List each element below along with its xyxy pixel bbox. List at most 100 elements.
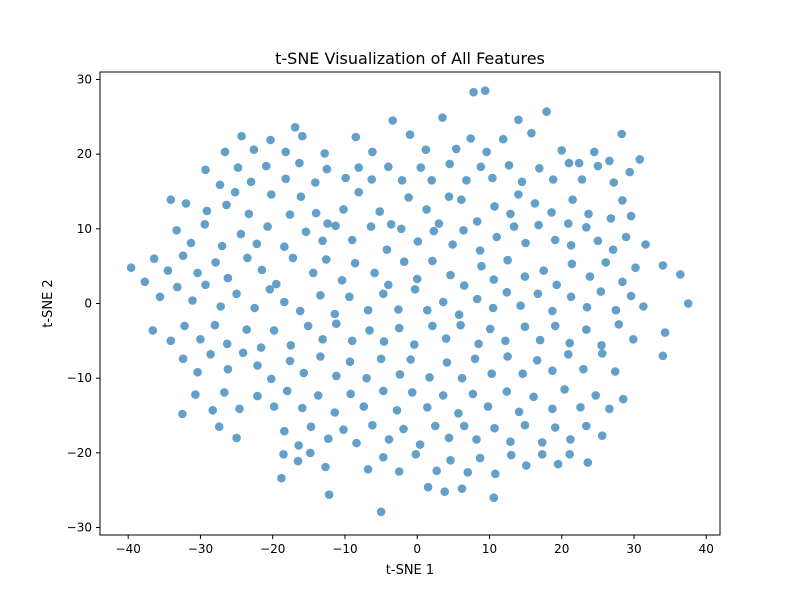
- scatter-point: [506, 437, 515, 447]
- scatter-point: [660, 328, 670, 337]
- scatter-point: [347, 235, 357, 245]
- scatter-point: [490, 202, 499, 211]
- scatter-point: [626, 211, 636, 221]
- scatter-point: [257, 265, 267, 275]
- scatter-point: [246, 177, 256, 187]
- scatter-point: [483, 402, 493, 411]
- scatter-point: [210, 320, 220, 330]
- scatter-point: [550, 321, 560, 331]
- scatter-point: [585, 272, 595, 281]
- scatter-point: [322, 164, 332, 174]
- scatter-point: [324, 490, 334, 500]
- scatter-point: [178, 409, 187, 419]
- scatter-point: [242, 325, 251, 334]
- scatter-point: [518, 369, 527, 379]
- scatter-point: [428, 321, 437, 331]
- scatter-point: [457, 195, 466, 204]
- x-axis-label: t-SNE 1: [386, 563, 434, 578]
- scatter-point: [178, 354, 188, 364]
- scatter-point: [196, 335, 205, 344]
- scatter-point: [441, 334, 451, 343]
- scatter-point: [610, 367, 620, 376]
- scatter-point: [220, 388, 229, 397]
- scatter-point: [321, 255, 331, 264]
- scatter-point: [618, 277, 627, 287]
- scatter-point: [330, 408, 340, 417]
- scatter-point: [605, 404, 614, 414]
- scatter-point: [423, 403, 432, 412]
- scatter-point: [370, 268, 379, 278]
- scatter-point: [404, 193, 413, 202]
- scatter-point: [155, 292, 165, 302]
- scatter-point: [230, 187, 240, 197]
- scatter-point: [459, 226, 468, 235]
- scatter-point: [281, 147, 291, 157]
- scatter-point: [472, 435, 481, 444]
- scatter-point: [597, 431, 607, 441]
- scatter-point: [375, 207, 385, 216]
- scatter-point: [392, 406, 402, 415]
- scatter-point: [567, 259, 577, 269]
- scatter-point: [323, 219, 332, 228]
- scatter-point: [509, 222, 519, 231]
- scatter-point: [564, 158, 574, 168]
- scatter-point: [548, 366, 557, 376]
- scatter-point: [582, 302, 592, 312]
- scatter-point: [550, 423, 560, 432]
- scatter-point: [444, 192, 454, 201]
- scatter-point: [440, 487, 450, 497]
- scatter-point: [428, 256, 437, 266]
- scatter-point: [352, 438, 361, 448]
- scatter-point: [354, 187, 364, 197]
- scatter-point: [272, 279, 281, 289]
- scatter-point: [472, 294, 482, 304]
- scatter-point: [593, 161, 603, 171]
- scatter-point: [553, 459, 563, 469]
- scatter-point: [520, 272, 530, 281]
- scatter-point: [379, 289, 388, 299]
- scatter-point: [582, 223, 591, 232]
- scatter-point: [597, 341, 606, 350]
- scatter-point: [243, 253, 252, 263]
- scatter-point: [506, 209, 515, 219]
- scatter-point: [298, 403, 307, 413]
- scatter-point: [498, 134, 508, 144]
- scatter-point: [331, 221, 340, 231]
- y-tick-label: 10: [77, 222, 92, 236]
- y-tick-label: 20: [77, 147, 92, 161]
- scatter-point: [552, 280, 561, 290]
- scatter-point: [492, 232, 502, 242]
- scatter-point: [629, 335, 638, 344]
- scatter-point: [641, 240, 650, 249]
- scatter-point: [568, 195, 577, 204]
- scatter-point: [238, 348, 248, 358]
- scatter-point: [537, 450, 547, 459]
- scatter-point: [501, 336, 510, 346]
- scatter-point: [626, 291, 636, 301]
- scatter-point: [470, 354, 480, 364]
- scatter-point: [216, 302, 225, 311]
- scatter-point: [397, 176, 407, 185]
- scatter-point: [618, 196, 627, 205]
- scatter-point: [579, 364, 588, 374]
- scatter-point: [593, 236, 603, 246]
- scatter-point: [261, 161, 271, 171]
- scatter-point: [520, 420, 530, 430]
- scatter-point: [345, 357, 355, 367]
- scatter-point: [534, 220, 543, 230]
- y-tick-label: −30: [67, 521, 92, 535]
- scatter-point: [202, 206, 212, 216]
- y-axis-label: t-SNE 2: [41, 279, 56, 327]
- scatter-point: [345, 292, 354, 302]
- scatter-point: [306, 448, 315, 458]
- scatter-point: [542, 107, 551, 116]
- scatter-point: [301, 227, 311, 237]
- scatter-point: [535, 164, 544, 173]
- scatter-point: [658, 351, 668, 361]
- scatter-point: [267, 190, 276, 199]
- scatter-point: [520, 322, 530, 332]
- scatter-point: [399, 424, 408, 434]
- scatter-point: [429, 226, 439, 236]
- scatter-point: [489, 275, 499, 284]
- scatter-point: [459, 281, 469, 290]
